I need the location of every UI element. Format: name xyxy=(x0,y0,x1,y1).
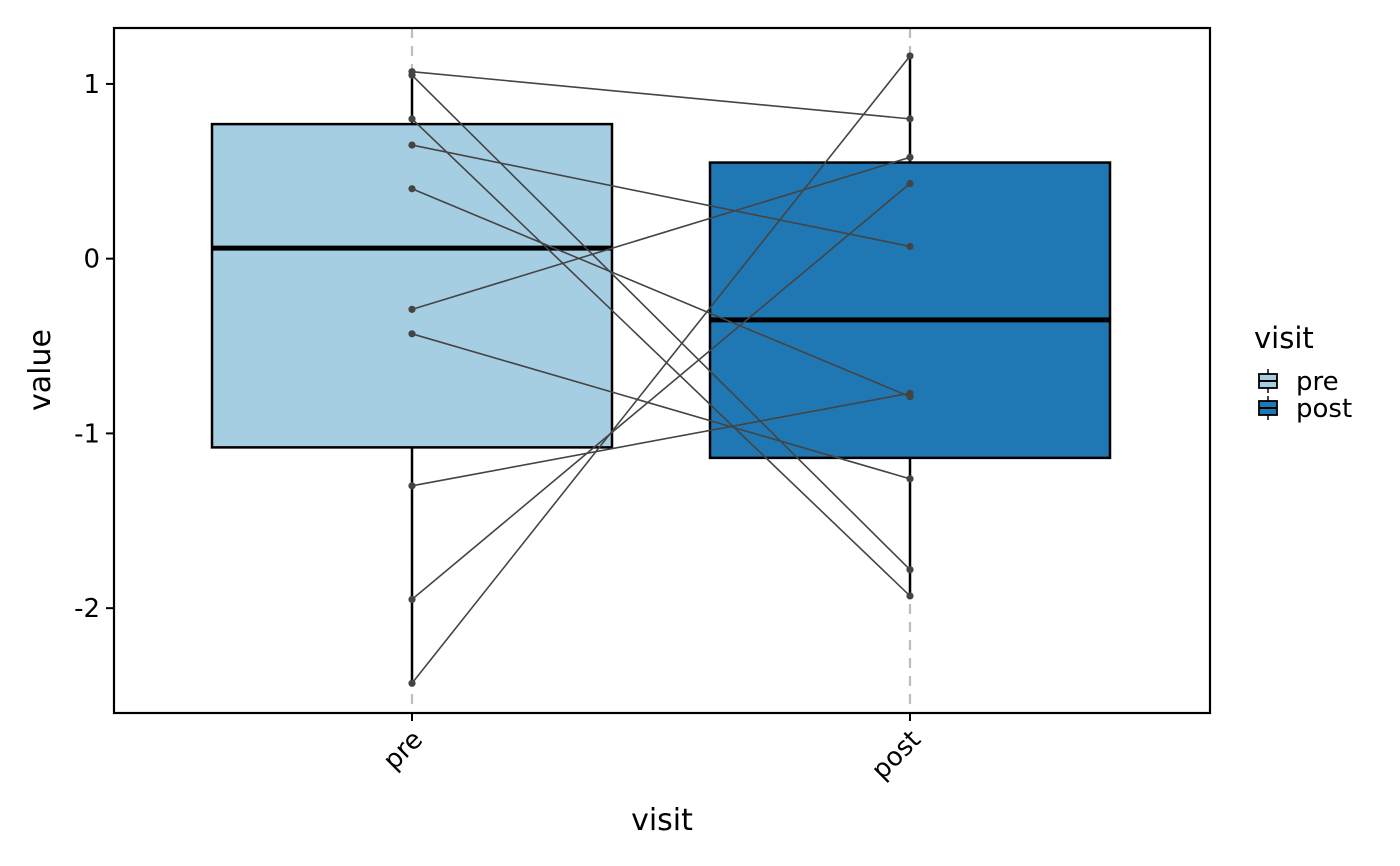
legend-title: visit xyxy=(1254,321,1314,355)
plot-panel-border xyxy=(112,26,1212,715)
legend-label-pre: pre xyxy=(1296,367,1339,397)
points-layer xyxy=(408,52,914,687)
pair-line-3 xyxy=(411,118,911,597)
box-post xyxy=(708,161,1112,460)
pair-line-10 xyxy=(411,55,911,684)
pair-line-1 xyxy=(411,70,911,120)
point-pre-7 xyxy=(408,330,416,338)
point-pre-8 xyxy=(408,482,416,490)
pair-line-7 xyxy=(411,333,911,480)
point-pre-2 xyxy=(408,71,416,79)
pair-line-2 xyxy=(411,74,911,571)
box-layer xyxy=(210,55,1112,684)
x-tick-label-post: post xyxy=(866,725,927,786)
y-tick-label-0: 0 xyxy=(83,245,100,275)
legend-label-post: post xyxy=(1296,394,1352,424)
pair-lines-layer xyxy=(411,55,911,684)
point-post-6 xyxy=(906,153,914,161)
point-pre-3 xyxy=(408,115,416,123)
box-pre xyxy=(210,122,614,449)
point-pre-6 xyxy=(408,305,416,313)
point-pre-9 xyxy=(408,595,416,604)
point-pre-10 xyxy=(408,679,416,687)
point-post-2 xyxy=(906,566,914,574)
point-post-4 xyxy=(906,242,914,251)
point-post-7 xyxy=(906,475,914,483)
point-post-8 xyxy=(906,389,914,397)
y-tick-label-1: 1 xyxy=(83,70,100,100)
point-post-3 xyxy=(906,592,914,600)
legend-item-pre: pre xyxy=(1258,367,1339,397)
pair-line-9 xyxy=(411,182,911,601)
y-axis: 1 0 -1 -2 xyxy=(74,70,114,624)
point-post-9 xyxy=(906,179,914,188)
pair-line-5 xyxy=(411,188,911,398)
pair-line-6 xyxy=(411,156,911,311)
point-pre-4 xyxy=(408,141,416,149)
x-tick-label-pre: pre xyxy=(378,725,429,776)
y-axis-title: value xyxy=(23,329,58,411)
x-axis-title: visit xyxy=(631,803,693,838)
point-post-1 xyxy=(906,115,914,123)
y-tick-label--1: -1 xyxy=(74,419,100,449)
legend-item-post: post xyxy=(1258,394,1352,424)
y-tick-label--2: -2 xyxy=(74,594,100,624)
pair-line-8 xyxy=(411,392,911,487)
pair-line-4 xyxy=(411,144,911,248)
point-post-10 xyxy=(906,52,914,60)
x-axis: pre post xyxy=(378,713,927,786)
point-pre-5 xyxy=(408,185,416,193)
